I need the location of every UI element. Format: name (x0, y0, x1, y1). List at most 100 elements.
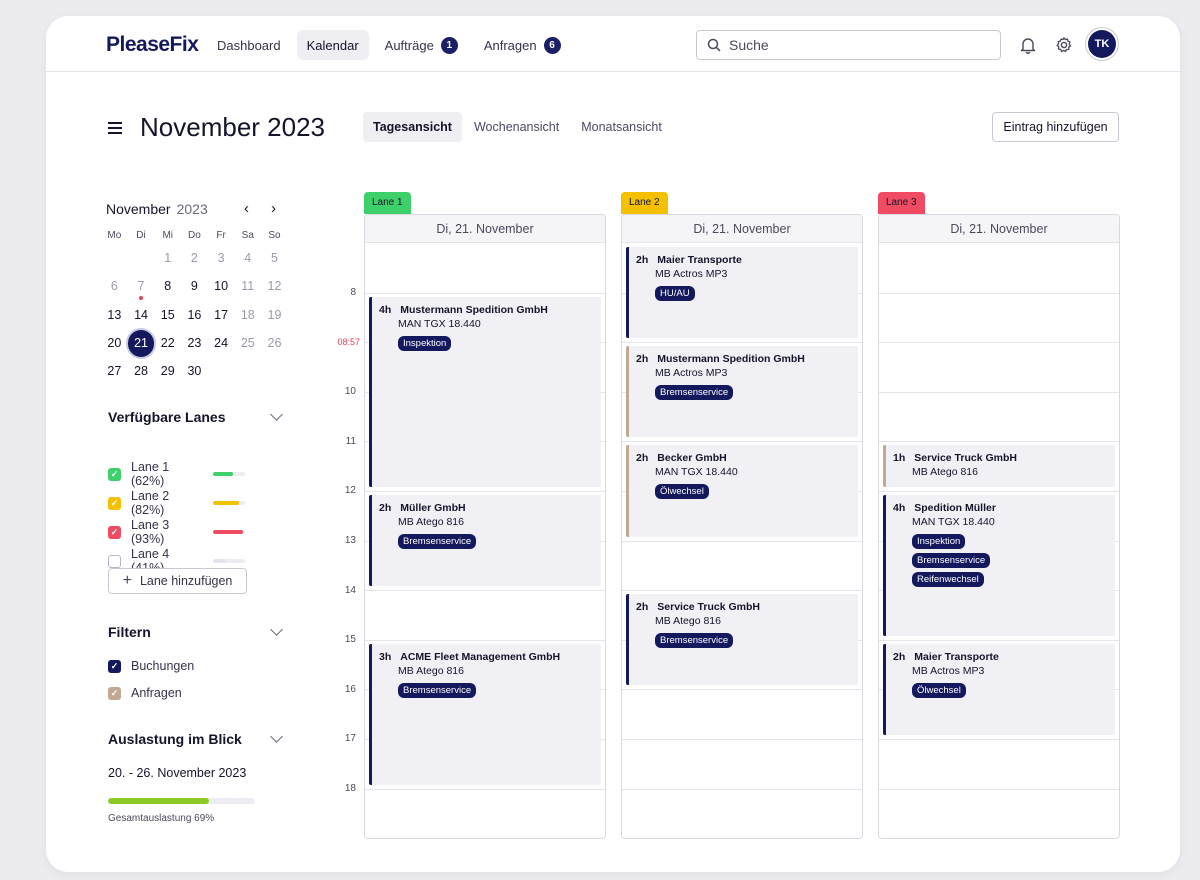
request-card[interactable]: 1h Service Truck GmbH MB Atego 816 (883, 445, 1115, 487)
lanes-section-header[interactable]: Verfügbare Lanes (108, 408, 284, 425)
calendar-day[interactable]: 20 (101, 329, 128, 357)
checkbox-checked[interactable]: ✓ (108, 659, 121, 673)
add-lane-button[interactable]: + Lane hinzufügen (108, 568, 247, 594)
event-tags: Bremsenservice (655, 385, 850, 401)
calendar-day[interactable]: 13 (101, 301, 128, 329)
calendar-day[interactable]: 16 (181, 301, 208, 329)
chevron-right-icon[interactable]: › (271, 200, 276, 217)
calendar-day[interactable]: 23 (181, 329, 208, 357)
filter-anfragen[interactable]: ✓ Anfragen (108, 686, 182, 700)
booking-card[interactable]: 2h Maier Transporte MB Actros MP3 Ölwechsel (883, 643, 1115, 735)
calendar-day[interactable]: 17 (208, 301, 235, 329)
nav-label: Anfragen (483, 37, 537, 53)
add-entry-button[interactable]: Eintrag hinzufügen (992, 112, 1119, 142)
event-duration: 2h (893, 650, 906, 663)
calendar-empty (101, 244, 128, 272)
checkbox-checked[interactable]: ✓ (108, 686, 121, 700)
calendar-day[interactable]: 24 (208, 329, 235, 357)
calendar-day[interactable]: 8 (154, 272, 181, 300)
checkbox-unchecked[interactable] (108, 554, 121, 568)
hour-label: 14 (344, 584, 356, 596)
hour-label: 17 (344, 733, 356, 745)
calendar-day[interactable]: 26 (261, 329, 288, 357)
lane-filter-item[interactable]: ✓ Lane 3 (93%) (108, 518, 245, 546)
calendar-day[interactable]: 25 (234, 329, 261, 357)
calendar-day[interactable]: 12 (261, 272, 288, 300)
calendar-day[interactable]: 30 (181, 357, 208, 385)
checkbox-checked[interactable]: ✓ (108, 525, 121, 539)
weekday-label: So (268, 230, 281, 241)
event-tags: HU/AU (655, 286, 850, 301)
nav-dashboard[interactable]: Dashboard (207, 30, 291, 60)
tab-tagesansicht[interactable]: Tagesansicht (363, 112, 462, 142)
day-number: 12 (267, 279, 282, 294)
booking-card[interactable]: 4h Mustermann Spedition GmbH MAN TGX 18.44… (369, 296, 601, 487)
nav-kalendar[interactable]: Kalendar (296, 30, 369, 60)
tab-monatsansicht[interactable]: Monatsansicht (581, 120, 662, 134)
app-logo[interactable]: PleaseFix (106, 33, 199, 56)
day-number: 11 (241, 279, 255, 294)
service-tag: Ölwechsel (912, 682, 966, 698)
chevron-left-icon[interactable]: ‹ (244, 200, 249, 217)
booking-card[interactable]: 2h Müller GmbH MB Atego 816 Bremsenservice (369, 495, 601, 587)
event-vehicle: MB Atego 816 (398, 664, 464, 677)
calendar-day[interactable]: 7 (128, 272, 155, 300)
calendar-day[interactable]: 14 (128, 301, 155, 329)
event-header: 2h Mustermann Spedition GmbH (636, 353, 850, 365)
checkbox-checked[interactable]: ✓ (108, 467, 121, 481)
calendar-day[interactable]: 9 (181, 272, 208, 300)
nav-auftraege[interactable]: Aufträge 1 (375, 30, 468, 60)
nav-anfragen[interactable]: Anfragen 6 (474, 30, 571, 60)
filter-buchungen[interactable]: ✓ Buchungen (108, 659, 194, 673)
calendar-day[interactable]: 29 (154, 357, 181, 385)
tab-wochenansicht[interactable]: Wochenansicht (473, 120, 560, 134)
calendar-day[interactable]: 18 (234, 301, 261, 329)
booking-card[interactable]: 3h ACME Fleet Management GmbH MB Atego 816… (369, 643, 601, 785)
calendar-day[interactable]: 11 (234, 272, 261, 300)
calendar-empty (234, 357, 261, 385)
event-header: 2h Maier Transporte (893, 651, 1107, 663)
event-tags: Bremsenservice (655, 633, 850, 649)
calendar-day[interactable]: 1 (154, 244, 181, 272)
service-tag: Bremsenservice (398, 682, 477, 698)
calendar-day[interactable]: 15 (154, 301, 181, 329)
search-input[interactable] (729, 37, 969, 53)
request-card[interactable]: 2h Mustermann Spedition GmbH MB Actros MP3… (626, 346, 858, 438)
utilization-section-header[interactable]: Auslastung im Blick (108, 730, 284, 747)
event-duration: 2h (636, 254, 649, 266)
calendar-empty (261, 357, 288, 385)
day-number: 20 (107, 336, 122, 351)
lane-filter-item[interactable]: ✓ Lane 2 (82%) (108, 489, 245, 517)
event-duration: 1h (893, 452, 906, 465)
calendar-day[interactable]: 28 (128, 357, 155, 385)
calendar-day[interactable]: 2 (181, 244, 208, 272)
checkbox-checked[interactable]: ✓ (108, 496, 121, 510)
lane-filter-item[interactable]: ✓ Lane 1 (62%) (108, 460, 245, 488)
menu-icon[interactable] (108, 122, 122, 137)
calendar-day[interactable]: 22 (154, 329, 181, 357)
event-vehicle: MB Actros MP3 (655, 268, 728, 280)
lane-utilization-bar (213, 559, 245, 563)
calendar-day[interactable]: 4 (234, 244, 261, 272)
calendar-day[interactable]: 3 (208, 244, 235, 272)
event-header: 4h Mustermann Spedition GmbH (379, 304, 593, 316)
notifications-button[interactable] (1017, 34, 1039, 56)
request-card[interactable]: 2h Becker GmbH MAN TGX 18.440 Ölwechsel (626, 445, 858, 537)
calendar-day[interactable]: 6 (101, 272, 128, 300)
calendar-day[interactable]: 19 (261, 301, 288, 329)
user-avatar[interactable]: TK (1088, 30, 1116, 58)
calendar-day[interactable]: 10 (208, 272, 235, 300)
search-icon (707, 38, 721, 52)
booking-card[interactable]: 2h Service Truck GmbH MB Atego 816 Bremsens… (626, 594, 858, 686)
calendar-day[interactable]: 27 (101, 357, 128, 385)
plus-icon: + (122, 572, 132, 589)
event-header: 2h Maier Transporte (636, 254, 850, 266)
booking-card[interactable]: 4h Spedition Müller MAN TGX 18.440 Inspekti… (883, 495, 1115, 636)
booking-card[interactable]: 2h Maier Transporte MB Actros MP3 HU/AU (626, 247, 858, 339)
calendar-day[interactable]: 5 (261, 244, 288, 272)
settings-button[interactable] (1053, 34, 1075, 56)
calendar-day[interactable]: 21 (127, 329, 155, 357)
filter-section-header[interactable]: Filtern (108, 623, 284, 640)
event-vehicle: MB Actros MP3 (655, 367, 728, 380)
hour-gridline (879, 391, 1119, 393)
